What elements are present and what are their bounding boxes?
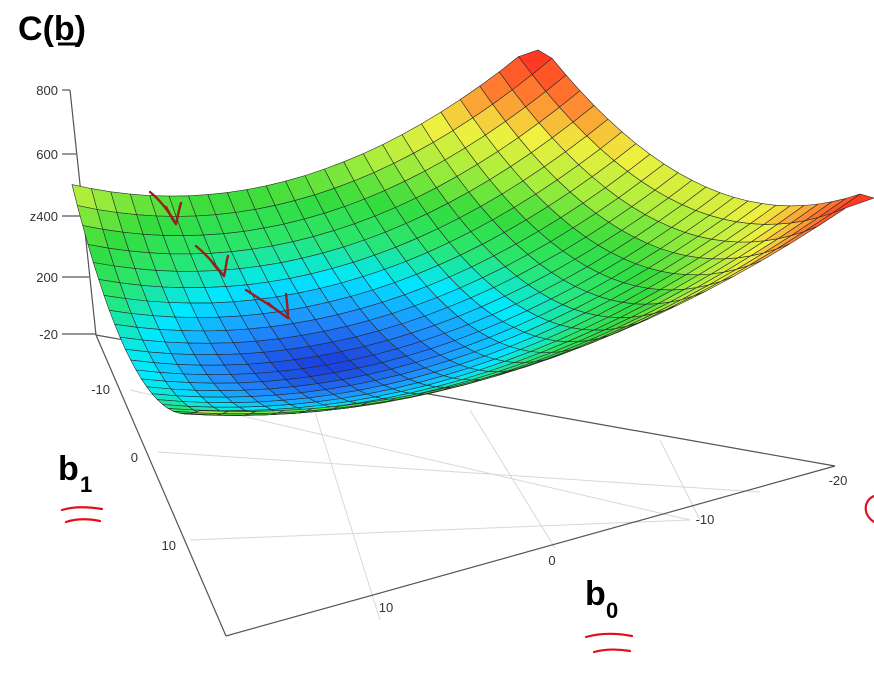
b0-tick-label: 0 <box>548 553 555 568</box>
title-open-paren: ( <box>43 10 55 48</box>
b1-underline-scribble <box>60 506 104 524</box>
b0-tick-labels: -20 -10 0 10 <box>379 473 848 615</box>
b1-axis-label: b 1 <box>58 450 104 524</box>
descent-arrow <box>148 190 183 226</box>
b1-tick-labels: -10 0 10 <box>91 382 176 553</box>
b0-label-subscript: 0 <box>606 598 618 623</box>
b1-tick-label: 10 <box>162 538 176 553</box>
surface-cell <box>71 184 98 210</box>
b0-tick-label: -20 <box>829 473 848 488</box>
z-tick-label: 200 <box>36 270 58 285</box>
title-argument: b <box>54 10 75 48</box>
b0-underline-scribble <box>584 632 634 654</box>
b0-tick-label: 10 <box>379 600 393 615</box>
b0-label-letter: b <box>585 575 606 613</box>
b1-label-letter: b <box>58 450 79 488</box>
title-letter: C <box>18 10 43 48</box>
z-tick-label: 600 <box>36 147 58 162</box>
z-tick-label: -20 <box>39 327 58 342</box>
descent-arrow <box>244 288 290 320</box>
descent-arrow <box>194 244 230 278</box>
z-tick-labels: 800 600 z400 200 -20 <box>30 83 58 342</box>
z-tick-label: z400 <box>30 209 58 224</box>
b1-label-subscript: 1 <box>80 472 92 497</box>
descent-arrows <box>148 190 290 320</box>
b1-tick-label: 0 <box>131 450 138 465</box>
z-tick-label: 800 <box>36 83 58 98</box>
b0-tick-label: -10 <box>696 512 715 527</box>
surface-cell <box>832 193 874 214</box>
b1-tick-label: -10 <box>91 382 110 397</box>
svg-text:C(b): C(b) <box>18 10 86 48</box>
title-close-paren: ) <box>75 10 86 48</box>
b0-axis-label: b 0 <box>584 575 634 654</box>
cost-surface <box>71 49 874 416</box>
edge-red-mark <box>864 494 874 524</box>
chart-title: C(b) <box>18 10 86 48</box>
